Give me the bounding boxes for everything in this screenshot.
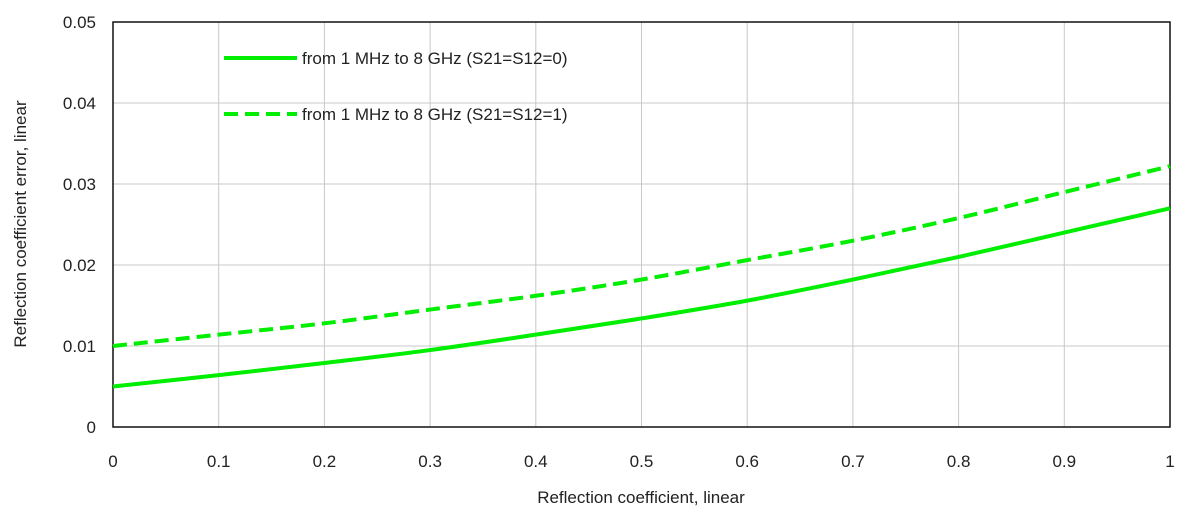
- legend-label-2: from 1 MHz to 8 GHz (S21=S12=1): [302, 105, 568, 124]
- x-tick-label: 0.5: [630, 452, 654, 471]
- x-tick-label: 0.7: [841, 452, 865, 471]
- x-tick-label: 0.6: [735, 452, 759, 471]
- series-line-1: [112, 206, 1171, 389]
- y-tick-label: 0: [87, 418, 96, 437]
- y-tick-label: 0.03: [63, 175, 96, 194]
- series-layer: [112, 164, 1171, 389]
- x-tick-label: 0.1: [207, 452, 231, 471]
- legend: from 1 MHz to 8 GHz (S21=S12=0) from 1 MH…: [224, 49, 568, 124]
- x-tick-label: 0.8: [947, 452, 971, 471]
- grid: [113, 22, 1170, 427]
- x-tick-label: 0.4: [524, 452, 548, 471]
- x-tick-label: 1: [1165, 452, 1174, 471]
- y-axis-label: Reflection coefficient error, linear: [11, 100, 30, 348]
- x-tick-label: 0.2: [313, 452, 337, 471]
- y-tick-label: 0.05: [63, 13, 96, 32]
- series-line-2: [112, 164, 1171, 348]
- x-axis-label: Reflection coefficient, linear: [537, 488, 745, 507]
- plot-frame: [112, 21, 1171, 428]
- x-tick-label: 0: [108, 452, 117, 471]
- y-tick-label: 0.02: [63, 256, 96, 275]
- y-tick-label: 0.04: [63, 94, 96, 113]
- x-tick-label: 0.3: [418, 452, 442, 471]
- tick-labels: 0 0.1 0.2 0.3 0.4 0.5 0.6 0.7 0.8 0.9 1 0 0.01 0.02 0.…: [63, 13, 1175, 471]
- x-tick-label: 0.9: [1052, 452, 1076, 471]
- legend-label-1: from 1 MHz to 8 GHz (S21=S12=0): [302, 49, 568, 68]
- y-tick-label: 0.01: [63, 337, 96, 356]
